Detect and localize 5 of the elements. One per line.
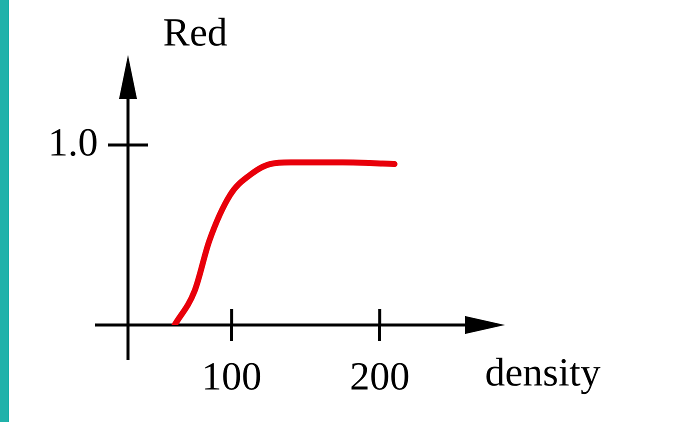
x-tick-label: 100	[202, 354, 262, 398]
text: 1.0	[48, 120, 98, 164]
x-axis-title: density	[485, 350, 601, 394]
y-axis-title: Red	[163, 10, 228, 54]
x-tick-label: 200	[350, 354, 410, 398]
